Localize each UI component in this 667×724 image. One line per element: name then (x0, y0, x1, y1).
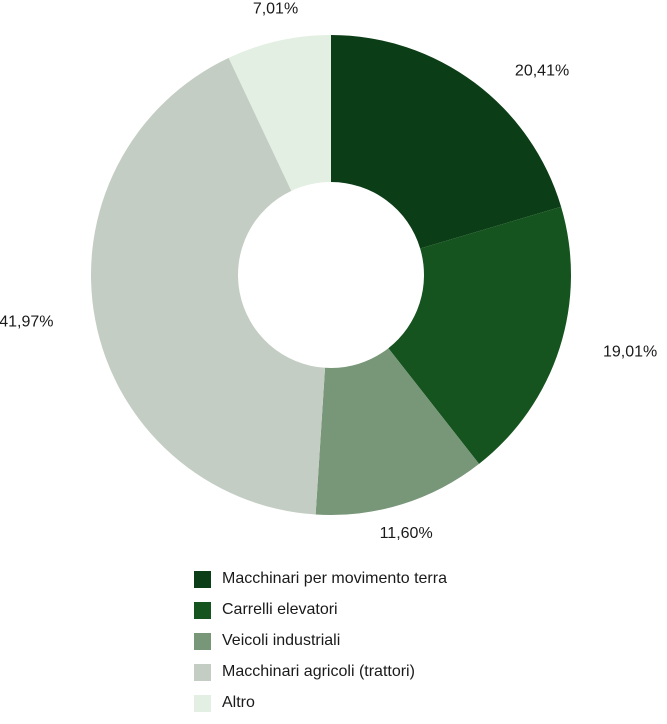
donut-slices (90, 35, 571, 515)
slice-value-label: 11,60% (380, 525, 433, 542)
legend-item-veicoli-industriali: Veicoli industriali (194, 630, 447, 652)
legend-swatch (194, 694, 211, 712)
slice-value-label: 41,97% (0, 314, 53, 331)
legend-swatch (194, 632, 211, 650)
legend-item-altro: Altro (194, 692, 447, 714)
slice-value-label: 7,01% (253, 0, 298, 17)
legend-label: Altro (222, 694, 255, 711)
slice-value-label: 19,01% (603, 343, 657, 360)
legend-swatch (194, 570, 211, 588)
donut-slice (228, 35, 331, 191)
legend-label: Macchinari agricoli (trattori) (222, 663, 415, 680)
donut-slice (388, 206, 571, 464)
donut-slice (90, 57, 326, 515)
legend-item-carrelli-elevatori: Carrelli elevatori (194, 599, 447, 621)
legend-swatch (194, 601, 211, 619)
legend-item-macchinari-movimento-terra: Macchinari per movimento terra (194, 568, 447, 590)
chart-legend: Macchinari per movimento terra Carrelli … (194, 568, 447, 723)
legend-label: Carrelli elevatori (222, 601, 338, 618)
legend-label: Veicoli industriali (222, 632, 341, 649)
legend-swatch (194, 663, 211, 681)
donut-slice (315, 348, 480, 515)
slice-value-label: 20,41% (515, 63, 569, 80)
slice-labels: 20,41% 19,01% 11,60% 41,97% 7,01% (0, 0, 657, 542)
legend-item-macchinari-agricoli: Macchinari agricoli (trattori) (194, 661, 447, 683)
donut-slice (331, 35, 562, 249)
legend-label: Macchinari per movimento terra (222, 570, 447, 587)
